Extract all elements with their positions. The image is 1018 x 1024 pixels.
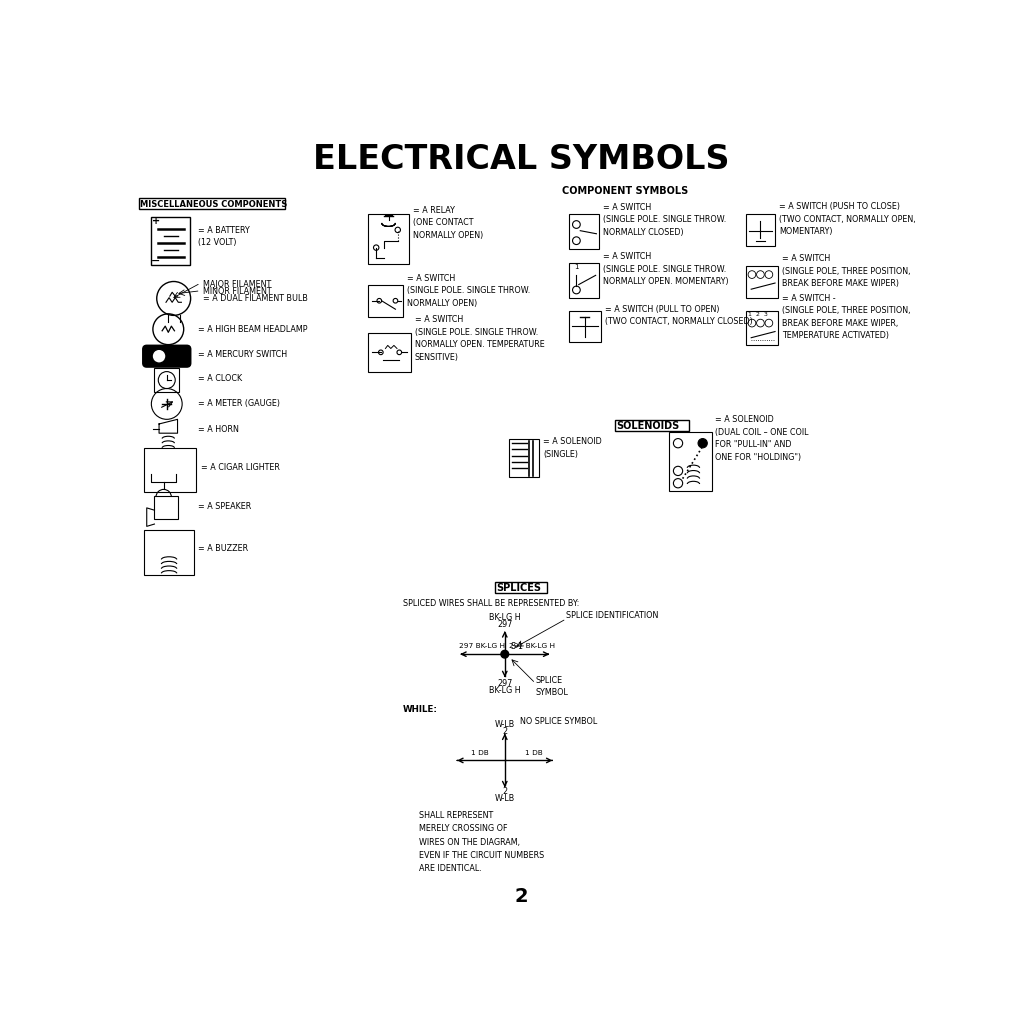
Text: = A SWITCH
(SINGLE POLE. SINGLE THROW.
NORMALLY OPEN): = A SWITCH (SINGLE POLE. SINGLE THROW. N… — [407, 273, 530, 308]
Circle shape — [152, 349, 166, 364]
Text: = A SOLENOID
(SINGLE): = A SOLENOID (SINGLE) — [544, 437, 602, 459]
Text: 297 BK-LG H: 297 BK-LG H — [509, 643, 555, 649]
Bar — [155, 368, 179, 392]
Text: S-1: S-1 — [511, 642, 524, 651]
Text: WHILE:: WHILE: — [403, 706, 438, 714]
Text: SOLENOIDS: SOLENOIDS — [617, 421, 680, 431]
Circle shape — [501, 650, 509, 658]
Text: −: − — [152, 256, 161, 265]
Text: MISCELLANEOUS COMPONENTS: MISCELLANEOUS COMPONENTS — [139, 200, 287, 209]
Text: 297: 297 — [497, 621, 512, 630]
Text: 2: 2 — [502, 727, 507, 735]
Text: = A HIGH BEAM HEADLAMP: = A HIGH BEAM HEADLAMP — [197, 325, 307, 334]
Text: 297 BK-LG H: 297 BK-LG H — [459, 643, 505, 649]
Text: = A BATTERY
(12 VOLT): = A BATTERY (12 VOLT) — [197, 226, 249, 247]
Bar — [569, 263, 600, 298]
Text: = A SWITCH
(SINGLE POLE. SINGLE THROW.
NORMALLY CLOSED): = A SWITCH (SINGLE POLE. SINGLE THROW. N… — [604, 203, 727, 237]
Bar — [369, 285, 403, 316]
Bar — [152, 217, 189, 264]
Text: ELECTRICAL SYMBOLS: ELECTRICAL SYMBOLS — [314, 143, 730, 176]
Text: = A HORN: = A HORN — [197, 425, 238, 434]
Text: = A CLOCK: = A CLOCK — [197, 374, 241, 383]
Text: = A DUAL FILAMENT BULB: = A DUAL FILAMENT BULB — [203, 294, 307, 303]
Text: 297: 297 — [497, 679, 512, 688]
Text: = A BUZZER: = A BUZZER — [197, 544, 247, 553]
Text: BK-LG H: BK-LG H — [489, 686, 520, 695]
Text: = A SWITCH
(SINGLE POLE, THREE POSITION,
BREAK BEFORE MAKE WIPER): = A SWITCH (SINGLE POLE, THREE POSITION,… — [782, 255, 910, 289]
Text: 1: 1 — [574, 264, 578, 270]
Text: NO SPLICE SYMBOL: NO SPLICE SYMBOL — [520, 718, 598, 726]
Text: 2: 2 — [515, 887, 528, 906]
Text: 1 DB: 1 DB — [525, 750, 543, 756]
Text: SPLICE
SYMBOL: SPLICE SYMBOL — [535, 677, 568, 696]
Text: = A SWITCH (PUSH TO CLOSE)
(TWO CONTACT, NORMALLY OPEN,
MOMENTARY): = A SWITCH (PUSH TO CLOSE) (TWO CONTACT,… — [779, 202, 915, 237]
Text: COMPONENT SYMBOLS: COMPONENT SYMBOLS — [562, 185, 688, 196]
Text: 1  2  3: 1 2 3 — [748, 312, 768, 317]
Text: W-LB: W-LB — [495, 720, 515, 729]
Text: = A METER (GAUGE): = A METER (GAUGE) — [197, 399, 280, 409]
Text: = A SWITCH -
(SINGLE POLE, THREE POSITION,
BREAK BEFORE MAKE WIPER,
TEMPERATURE : = A SWITCH - (SINGLE POLE, THREE POSITIO… — [782, 294, 910, 340]
Text: = A RELAY
(ONE CONTACT
NORMALLY OPEN): = A RELAY (ONE CONTACT NORMALLY OPEN) — [413, 206, 484, 240]
Bar — [369, 333, 411, 372]
Text: = A SPEAKER: = A SPEAKER — [197, 502, 250, 511]
Bar — [746, 310, 778, 345]
Text: = A SOLENOID
(DUAL COIL – ONE COIL
FOR "PULL-IN" AND
ONE FOR "HOLDING"): = A SOLENOID (DUAL COIL – ONE COIL FOR "… — [715, 416, 808, 462]
Bar — [509, 438, 540, 477]
Text: = A SWITCH (PULL TO OPEN)
(TWO CONTACT, NORMALLY CLOSED): = A SWITCH (PULL TO OPEN) (TWO CONTACT, … — [605, 304, 752, 326]
Bar — [746, 266, 778, 298]
Text: SPLICED WIRES SHALL BE REPRESENTED BY:: SPLICED WIRES SHALL BE REPRESENTED BY: — [403, 599, 579, 608]
Bar — [569, 310, 601, 342]
Bar — [746, 214, 775, 246]
Bar — [139, 199, 285, 209]
Text: SPLICES: SPLICES — [497, 583, 542, 593]
Bar — [615, 420, 689, 431]
Circle shape — [698, 438, 708, 447]
Bar — [155, 497, 177, 519]
Text: MINOR FILAMENT: MINOR FILAMENT — [203, 287, 272, 296]
Bar — [369, 214, 408, 264]
Text: = A SWITCH
(SINGLE POLE. SINGLE THROW.
NORMALLY OPEN. TEMPERATURE
SENSITIVE): = A SWITCH (SINGLE POLE. SINGLE THROW. N… — [414, 315, 545, 361]
Text: = A MERCURY SWITCH: = A MERCURY SWITCH — [197, 350, 287, 359]
Text: SHALL REPRESENT
MERELY CROSSING OF
WIRES ON THE DIAGRAM,
EVEN IF THE CIRCUIT NUM: SHALL REPRESENT MERELY CROSSING OF WIRES… — [418, 811, 544, 873]
Bar — [144, 530, 194, 574]
Text: SPLICE IDENTIFICATION: SPLICE IDENTIFICATION — [566, 611, 659, 621]
Text: +: + — [152, 216, 160, 226]
Text: 2: 2 — [502, 786, 507, 796]
Bar — [569, 214, 600, 249]
Text: W-LB: W-LB — [495, 794, 515, 803]
Text: MAJOR FILAMENT: MAJOR FILAMENT — [203, 281, 271, 289]
Text: = A SWITCH
(SINGLE POLE. SINGLE THROW.
NORMALLY OPEN. MOMENTARY): = A SWITCH (SINGLE POLE. SINGLE THROW. N… — [604, 252, 729, 286]
Text: = A CIGAR LIGHTER: = A CIGAR LIGHTER — [201, 463, 280, 472]
Bar — [144, 447, 196, 493]
Bar — [495, 582, 547, 593]
Text: 1 DB: 1 DB — [471, 750, 489, 756]
Bar — [669, 432, 712, 490]
FancyBboxPatch shape — [143, 345, 190, 367]
Text: BK-LG H: BK-LG H — [489, 613, 520, 623]
